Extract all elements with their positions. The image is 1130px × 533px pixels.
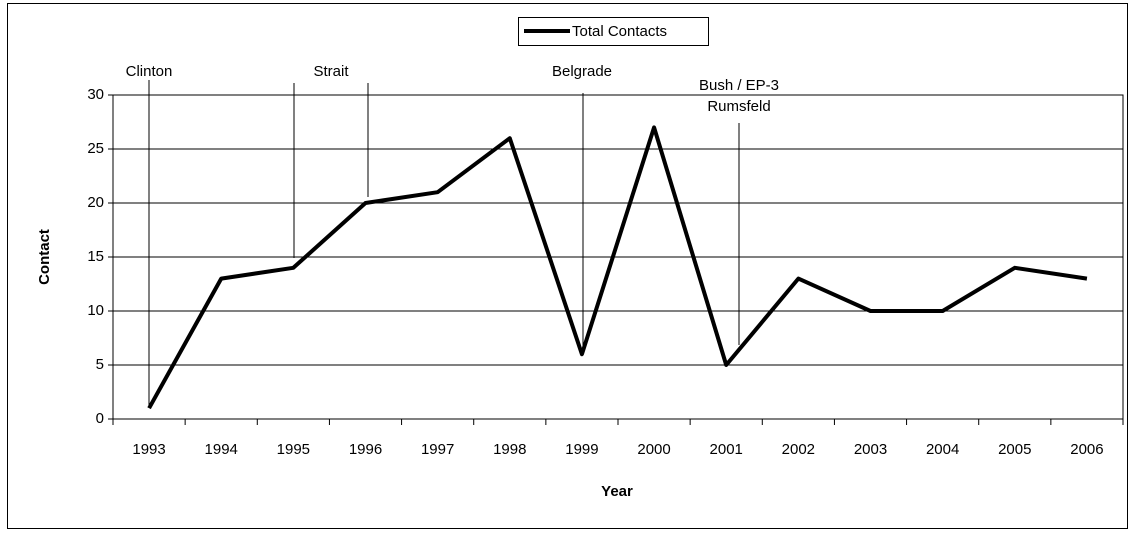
- x-tick-label: 1995: [277, 441, 310, 458]
- annotation: Strait: [313, 63, 349, 80]
- annotation: Belgrade: [552, 63, 612, 80]
- legend-label: Total Contacts: [572, 23, 667, 40]
- x-tick-label: 1993: [132, 441, 165, 458]
- x-tick-label: 2004: [926, 441, 959, 458]
- y-tick-label: 25: [87, 140, 104, 157]
- y-tick-label: 10: [87, 302, 104, 319]
- x-tick-label: 1999: [565, 441, 598, 458]
- y-tick-label: 0: [96, 410, 104, 427]
- y-tick-label: 20: [87, 194, 104, 211]
- x-tick-label: 2001: [710, 441, 743, 458]
- x-tick-label: 1997: [421, 441, 454, 458]
- x-axis-label: Year: [601, 483, 633, 500]
- y-tick-label: 30: [87, 86, 104, 103]
- y-axis-label: Contact: [36, 229, 53, 285]
- x-tick-label: 2002: [782, 441, 815, 458]
- legend-box: [518, 17, 709, 46]
- x-tick-label: 1996: [349, 441, 382, 458]
- annotation: Rumsfeld: [707, 98, 770, 115]
- x-tick-label: 2003: [854, 441, 887, 458]
- annotation: Bush / EP-3: [699, 77, 779, 94]
- x-tick-label: 1998: [493, 441, 526, 458]
- annotation: Clinton: [126, 63, 173, 80]
- x-tick-label: 2005: [998, 441, 1031, 458]
- x-tick-label: 2006: [1070, 441, 1103, 458]
- x-tick-label: 2000: [637, 441, 670, 458]
- line-series: [147, 125, 1088, 410]
- x-tick-label: 1994: [205, 441, 238, 458]
- y-tick-label: 15: [87, 248, 104, 265]
- y-tick-label: 5: [96, 356, 104, 373]
